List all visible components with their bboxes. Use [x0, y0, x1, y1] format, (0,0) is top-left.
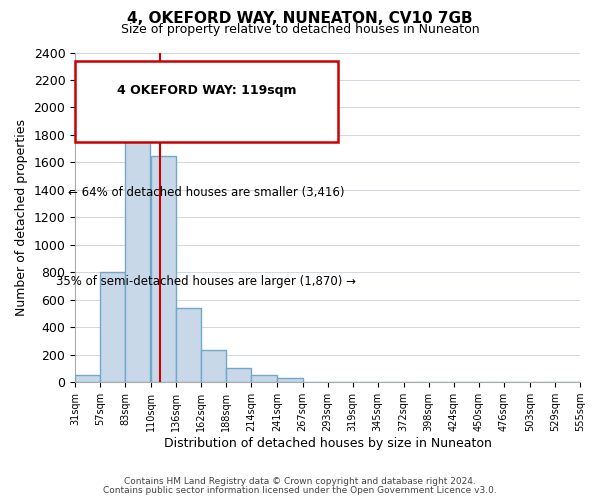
Bar — [251, 374, 277, 382]
Bar — [125, 124, 151, 382]
Text: 35% of semi-detached houses are larger (1,870) →: 35% of semi-detached houses are larger (… — [56, 275, 356, 288]
Bar — [202, 350, 226, 382]
Text: ← 64% of detached houses are smaller (3,416): ← 64% of detached houses are smaller (3,… — [68, 186, 344, 199]
Text: Contains public sector information licensed under the Open Government Licence v3: Contains public sector information licen… — [103, 486, 497, 495]
Bar — [151, 156, 176, 382]
FancyBboxPatch shape — [75, 60, 338, 142]
Text: Size of property relative to detached houses in Nuneaton: Size of property relative to detached ho… — [121, 22, 479, 36]
Bar — [176, 308, 202, 382]
Y-axis label: Number of detached properties: Number of detached properties — [15, 119, 28, 316]
Text: 4, OKEFORD WAY, NUNEATON, CV10 7GB: 4, OKEFORD WAY, NUNEATON, CV10 7GB — [127, 11, 473, 26]
Bar — [226, 368, 251, 382]
Text: Contains HM Land Registry data © Crown copyright and database right 2024.: Contains HM Land Registry data © Crown c… — [124, 477, 476, 486]
X-axis label: Distribution of detached houses by size in Nuneaton: Distribution of detached houses by size … — [164, 437, 491, 450]
Bar — [75, 374, 100, 382]
Bar — [277, 378, 302, 382]
Text: 4 OKEFORD WAY: 119sqm: 4 OKEFORD WAY: 119sqm — [116, 84, 296, 97]
Bar — [100, 272, 125, 382]
